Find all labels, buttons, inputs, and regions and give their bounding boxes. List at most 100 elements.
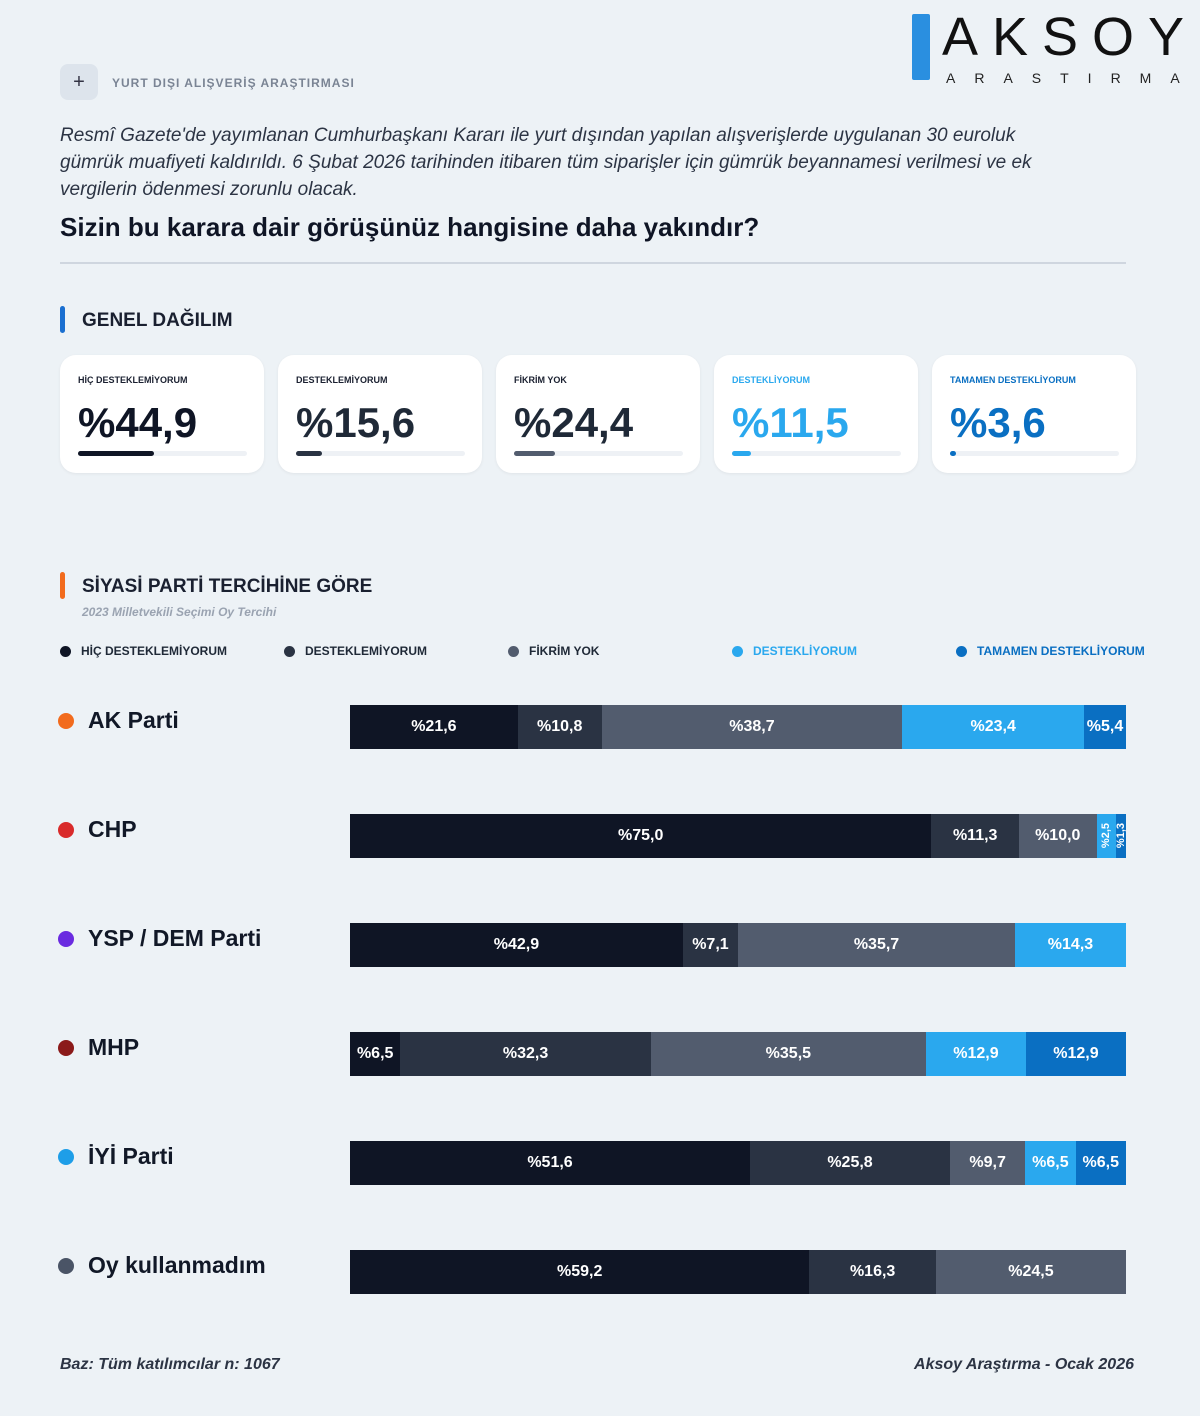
segment-label: %75,0	[618, 827, 664, 844]
bar-segment: %6,5	[1075, 1141, 1126, 1185]
bar-segment: %10,0	[1019, 814, 1097, 858]
legend-dot	[508, 645, 519, 657]
card-value: %11,5	[732, 399, 849, 446]
bar-segment: %10,8	[517, 705, 602, 749]
bar-segment: %59,2	[350, 1250, 810, 1294]
party-label: CHP	[58, 816, 137, 843]
legend-item: DESTEKLEMİYORUM	[284, 644, 427, 658]
segment-label: %11,3	[952, 827, 998, 844]
progress-track	[950, 451, 1119, 456]
divider	[60, 262, 1126, 264]
bar-segment: %14,3	[1015, 923, 1126, 967]
card-label: DESTEKLİYORUM	[732, 375, 811, 385]
bar-segment: %7,1	[682, 923, 738, 967]
party-name: CHP	[88, 816, 137, 842]
progress-track	[296, 451, 465, 456]
legend-label: HİÇ DESTEKLEMİYORUM	[81, 644, 228, 658]
plus-icon[interactable]: +	[60, 64, 98, 100]
section-accent	[60, 306, 65, 333]
segment-label: %21,6	[411, 718, 457, 735]
party-name: AK Parti	[88, 707, 179, 733]
source-note: Aksoy Araştırma - Ocak 2026	[914, 1356, 1134, 1373]
aksoy-logo: AKSOY ARASTIRMA	[912, 7, 1192, 86]
stat-card: HİÇ DESTEKLEMİYORUM %44,9	[60, 355, 264, 473]
bar-segment: %12,9	[925, 1032, 1026, 1076]
party-subtitle: 2023 Milletvekili Seçimi Oy Tercihi	[82, 605, 277, 619]
bar-segment: %23,4	[902, 705, 1085, 749]
party-name: İYİ Parti	[88, 1143, 174, 1169]
segment-label: %9,7	[969, 1154, 1006, 1171]
progress-fill	[78, 451, 154, 456]
segment-label: %16,3	[849, 1263, 896, 1280]
segment-label: %42,9	[493, 936, 540, 953]
logo-mark-icon	[912, 14, 930, 80]
bar-segment: %38,7	[601, 705, 903, 749]
card-label: FİKRİM YOK	[514, 375, 567, 385]
bar-segment: %16,3	[809, 1250, 936, 1294]
bar-segment: %32,3	[400, 1032, 651, 1076]
segment-label: %12,9	[953, 1045, 999, 1062]
bar-segment: %5,4	[1084, 705, 1126, 749]
bar-segment: %25,8	[750, 1141, 951, 1185]
card-label: DESTEKLEMİYORUM	[296, 375, 388, 385]
legend-dot	[956, 645, 967, 657]
card-value: %44,9	[78, 399, 198, 446]
bar-segment: %6,5	[350, 1032, 401, 1076]
legend-label: TAMAMEN DESTEKLİYORUM	[977, 644, 1145, 658]
segment-label: %38,7	[729, 718, 775, 735]
segment-label: %23,4	[970, 718, 1016, 735]
segment-label: %6,5	[1032, 1154, 1069, 1171]
legend-item: TAMAMEN DESTEKLİYORUM	[956, 644, 1145, 658]
bar-segment: %75,0	[350, 814, 932, 858]
section-accent	[60, 572, 65, 599]
progress-track	[78, 451, 247, 456]
bar-segment: %42,9	[350, 923, 683, 967]
legend-label: FİKRİM YOK	[529, 644, 600, 658]
legend-item: DESTEKLİYORUM	[732, 644, 857, 658]
stat-card: TAMAMEN DESTEKLİYORUM %3,6	[932, 355, 1136, 473]
bar-segment: %51,6	[350, 1141, 751, 1185]
party-dot	[58, 1148, 74, 1165]
party-label: Oy kullanmadım	[58, 1252, 266, 1279]
bar-segment: %1,3	[1115, 814, 1126, 858]
party-dot	[58, 1039, 74, 1056]
intro-text: Resmî Gazete'de yayımlanan Cumhurbaşkanı…	[60, 125, 1032, 200]
card-value: %24,4	[514, 399, 634, 446]
legend-item: FİKRİM YOK	[508, 644, 599, 658]
progress-track	[732, 451, 901, 456]
party-dot	[58, 712, 74, 729]
party-name: YSP / DEM Parti	[88, 925, 262, 951]
card-value: %3,6	[950, 399, 1046, 446]
party-dot	[58, 821, 74, 838]
segment-label: %24,5	[1008, 1263, 1054, 1280]
bar-segment: %35,5	[650, 1032, 926, 1076]
bar-segment: %12,9	[1025, 1032, 1126, 1076]
segment-label: %2,5	[1100, 823, 1113, 849]
segment-label: %25,8	[827, 1154, 873, 1171]
card-label: TAMAMEN DESTEKLİYORUM	[950, 375, 1076, 385]
card-label: HİÇ DESTEKLEMİYORUM	[78, 375, 188, 385]
progress-fill	[732, 451, 752, 456]
progress-fill	[950, 451, 957, 456]
stat-card: DESTEKLİYORUM %11,5	[714, 355, 918, 473]
segment-label: %12,9	[1053, 1045, 1099, 1062]
progress-track	[514, 451, 683, 456]
bar-segment: %2,5	[1096, 814, 1116, 858]
party-label: İYİ Parti	[58, 1143, 174, 1170]
stacked-bar: %59,2 %16,3 %24,5	[350, 1250, 1126, 1294]
progress-fill	[296, 451, 323, 456]
bar-segment: %35,7	[737, 923, 1016, 967]
question: Sizin bu karara dair görüşünüz hangisine…	[60, 212, 760, 242]
segment-label: %32,3	[502, 1045, 549, 1062]
party-name: Oy kullanmadım	[88, 1252, 266, 1278]
segment-label: %5,4	[1086, 718, 1124, 735]
party-dot	[58, 1257, 74, 1274]
segment-label: %35,5	[765, 1045, 812, 1062]
party-label: YSP / DEM Parti	[58, 925, 261, 952]
segment-label: %51,6	[527, 1154, 573, 1171]
progress-fill	[514, 451, 556, 456]
segment-label: %35,7	[853, 936, 900, 953]
logo-text: AKSOY	[942, 7, 1199, 67]
legend-item: HİÇ DESTEKLEMİYORUM	[60, 644, 227, 658]
party-title: SİYASİ PARTİ TERCİHİNE GÖRE	[82, 576, 373, 597]
